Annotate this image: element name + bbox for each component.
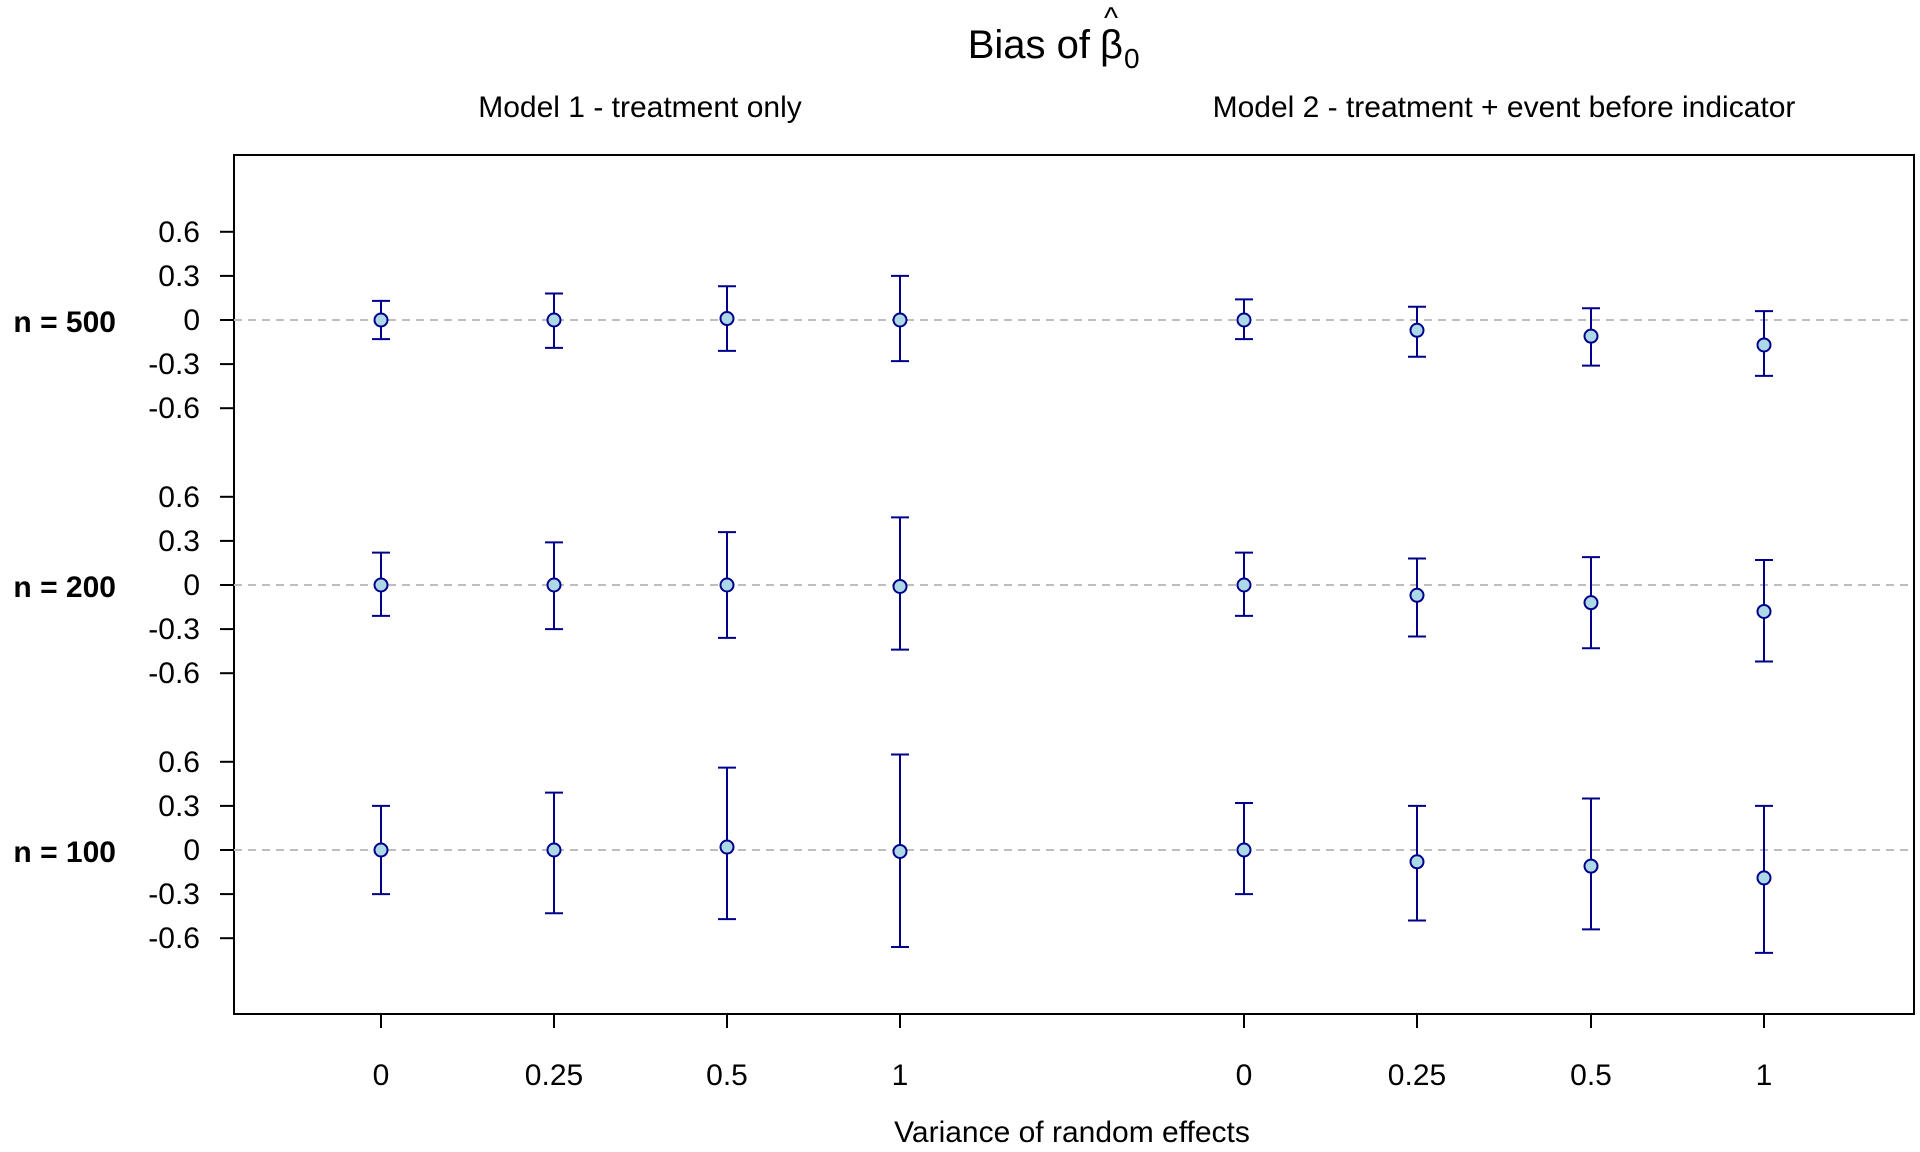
mean-point [892,312,908,328]
error-bar-group [1408,557,1426,638]
mean-point [719,577,735,593]
error-bar-group [372,804,390,896]
title-beta-symbol: β [1100,23,1123,67]
x-tick-label: 1 [892,1059,909,1092]
error-bar-group [545,541,563,631]
error-bar-group [545,791,563,915]
mean-point [1236,842,1252,858]
mean-point [546,312,562,328]
x-tick-label: 0.5 [706,1059,748,1092]
mean-point [546,577,562,593]
error-bar-group [891,274,909,363]
mean-point [1409,854,1425,870]
y-tick-label: -0.3 [148,613,200,646]
mean-point [1756,603,1772,619]
y-tick-label: 0 [183,569,200,602]
mean-point [1583,328,1599,344]
y-tick-label: 0 [183,834,200,867]
error-bar-group [1755,559,1773,663]
x-axis-ticks: 0 0.25 0.5 1 0 0.25 0.5 1 [373,1014,1773,1092]
mean-point [892,843,908,859]
mean-point [719,839,735,855]
mean-point [1409,322,1425,338]
error-bars [372,274,1773,954]
row-label-n100: n = 100 [13,836,116,869]
error-bar-group [372,299,390,341]
y-tick-label: -0.3 [148,878,200,911]
error-bar-group [1582,797,1600,931]
y-tick-label: 0.3 [158,260,200,293]
mean-point [1583,595,1599,611]
x-tick-label: 0.25 [1388,1059,1446,1092]
mean-point [546,842,562,858]
title-prefix: Bias of [968,23,1091,67]
y-tick-label: -0.3 [148,348,200,381]
error-bar-group [1755,804,1773,954]
row-label-n200: n = 200 [13,571,116,604]
error-bar-group [718,766,736,921]
x-axis-label: Variance of random effects [894,1116,1250,1149]
title-subscript: 0 [1124,43,1140,74]
y-tick-label: -0.6 [148,922,200,955]
error-bar-group [1235,298,1253,341]
error-bar-group [1582,556,1600,650]
chart-title: Bias of β ^ 0 [968,2,1140,74]
y-tick-label: 0 [183,304,200,337]
x-tick-label: 0.5 [1570,1059,1612,1092]
error-bar-group [718,531,736,639]
error-bar-group [1235,551,1253,617]
y-tick-label: 0.3 [158,790,200,823]
panel-title-model-2: Model 2 - treatment + event before indic… [1213,91,1796,124]
error-bar-group [1582,307,1600,367]
y-axis-ticks: 0.6 0.3 0 -0.3 -0.6 0.6 0.3 0 -0.3 -0.6 0.6 0.3 0 -0.… [148,216,234,955]
error-bar-group [545,292,563,349]
reference-lines [234,319,1914,851]
error-bar-group [891,753,909,949]
panel-title-model-1: Model 1 - treatment only [478,91,801,124]
mean-point [373,312,389,328]
y-tick-label: 0.3 [158,525,200,558]
y-tick-label: -0.6 [148,392,200,425]
x-tick-label: 0 [373,1059,390,1092]
x-tick-label: 0 [1236,1059,1253,1092]
y-tick-label: -0.6 [148,657,200,690]
error-bar-group [891,516,909,651]
row-label-n500: n = 500 [13,306,116,339]
mean-point [1236,312,1252,328]
error-bar-group [1755,310,1773,377]
mean-point [892,578,908,594]
y-tick-label: 0.6 [158,481,200,514]
mean-point [373,577,389,593]
error-bar-group [1408,804,1426,922]
x-tick-label: 0.25 [525,1059,583,1092]
y-tick-label: 0.6 [158,216,200,249]
mean-point [1409,587,1425,603]
error-bar-group [1235,801,1253,896]
mean-point [719,311,735,327]
error-bar-group [718,285,736,352]
error-bar-group [372,551,390,617]
title-hat-accent: ^ [1104,2,1118,35]
mean-point [373,842,389,858]
x-tick-label: 1 [1756,1059,1773,1092]
y-tick-label: 0.6 [158,746,200,779]
error-bar-group [1408,305,1426,358]
mean-point [1756,870,1772,886]
mean-point [1583,858,1599,874]
mean-point [1756,337,1772,353]
mean-point [1236,577,1252,593]
